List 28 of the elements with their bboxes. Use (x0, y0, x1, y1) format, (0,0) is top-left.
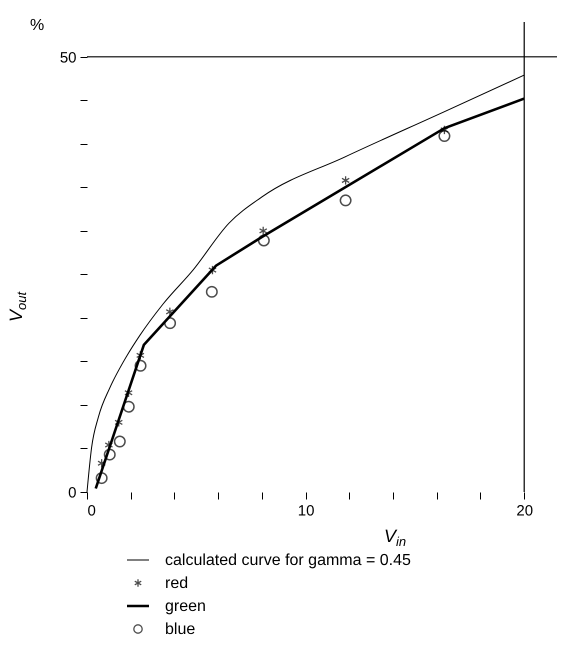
point (438, 130, 450, 142)
point (136, 350, 145, 360)
legend-label: green (165, 598, 206, 615)
point (166, 307, 174, 317)
point (258, 226, 268, 236)
point (134, 360, 147, 372)
point (97, 458, 106, 468)
point (164, 317, 176, 330)
point (440, 125, 449, 135)
legend-label: red (165, 575, 188, 592)
y-tick-label: 50 (60, 49, 76, 66)
x-tick-label: 10 (298, 502, 314, 520)
point (114, 436, 126, 448)
point (122, 400, 135, 413)
legend-label: blue (165, 621, 196, 638)
point (124, 388, 133, 398)
point (340, 194, 352, 206)
y-axis-title: Vout (6, 290, 29, 322)
point (206, 286, 218, 298)
x-tick-label: 0 (88, 502, 96, 520)
point (258, 234, 270, 246)
x-tick-label: 20 (516, 502, 534, 520)
point (96, 472, 108, 484)
point (341, 176, 350, 186)
point (104, 448, 116, 461)
point (208, 265, 217, 275)
text: % (30, 17, 44, 34)
legend-label: calculated curve for gamma = 0.45 (165, 552, 412, 569)
